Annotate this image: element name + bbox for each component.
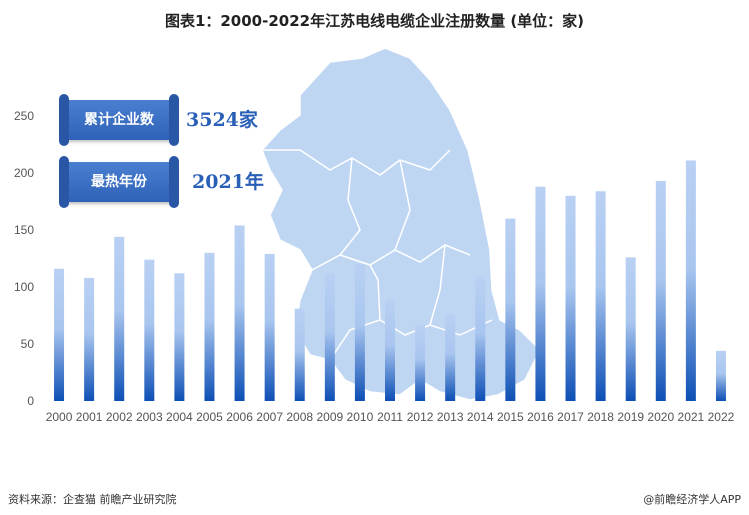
x-tick-label: 2002 bbox=[106, 410, 133, 424]
x-tick-label: 2015 bbox=[497, 410, 524, 424]
x-tick-label: 2012 bbox=[407, 410, 434, 424]
bar bbox=[415, 324, 426, 401]
stat-year-value: 2021年 bbox=[192, 171, 264, 193]
bar bbox=[385, 299, 395, 401]
y-axis: 0 50 100 150 200 250 bbox=[14, 109, 34, 408]
bar bbox=[505, 218, 516, 401]
stat-year-label: 最热年份 bbox=[91, 174, 147, 190]
y-tick-label: 100 bbox=[14, 280, 34, 294]
x-tick-label: 2009 bbox=[316, 410, 343, 424]
x-tick-label: 2013 bbox=[437, 410, 464, 424]
y-tick-label: 0 bbox=[27, 394, 34, 408]
x-tick-label: 2007 bbox=[256, 410, 283, 424]
bar bbox=[685, 160, 696, 401]
bar bbox=[84, 277, 95, 401]
bar bbox=[445, 314, 456, 401]
source-note: 资料来源：企查猫 前瞻产业研究院 bbox=[8, 493, 177, 506]
bar bbox=[655, 180, 666, 401]
x-tick-label: 2018 bbox=[587, 410, 614, 424]
chart-title: 图表1：2000-2022年江苏电线电缆企业注册数量 (单位：家) bbox=[164, 12, 585, 30]
y-tick-label: 150 bbox=[14, 223, 34, 237]
x-axis: 2000 2001 2002 2003 2004 2005 2006 2007 2008 2009… bbox=[46, 410, 735, 424]
bar bbox=[114, 236, 125, 401]
bar bbox=[625, 257, 636, 401]
bar bbox=[354, 264, 365, 401]
bar bbox=[144, 259, 155, 401]
y-tick-label: 250 bbox=[14, 109, 34, 123]
x-tick-label: 2006 bbox=[226, 410, 253, 424]
x-tick-label: 2020 bbox=[647, 410, 674, 424]
bar bbox=[565, 195, 576, 401]
x-tick-label: 2017 bbox=[557, 410, 584, 424]
x-tick-label: 2003 bbox=[136, 410, 163, 424]
brand-note: @前瞻经济学人APP bbox=[643, 493, 741, 506]
x-tick-label: 2021 bbox=[678, 410, 705, 424]
y-tick-label: 50 bbox=[21, 337, 35, 351]
bar bbox=[294, 308, 305, 401]
bar bbox=[324, 273, 335, 401]
x-tick-label: 2022 bbox=[708, 410, 735, 424]
x-tick-label: 2008 bbox=[286, 410, 313, 424]
bar bbox=[535, 186, 546, 401]
x-tick-label: 2010 bbox=[347, 410, 374, 424]
bar bbox=[234, 225, 245, 401]
label-plate bbox=[59, 94, 179, 146]
x-tick-label: 2000 bbox=[46, 410, 73, 424]
stat-total-label: 累计企业数 bbox=[84, 112, 154, 128]
x-tick-label: 2016 bbox=[527, 410, 554, 424]
x-tick-label: 2004 bbox=[166, 410, 193, 424]
stat-total-value: 3524家 bbox=[186, 109, 258, 131]
stat-total-companies: 累计企业数 3524家 bbox=[59, 94, 274, 146]
stat-hottest-year: 最热年份 2021年 bbox=[59, 156, 274, 208]
bar bbox=[54, 268, 65, 401]
y-tick-label: 200 bbox=[14, 166, 34, 180]
x-tick-label: 2001 bbox=[76, 410, 103, 424]
bar bbox=[174, 273, 185, 401]
bars bbox=[54, 160, 726, 401]
x-tick-label: 2014 bbox=[467, 410, 494, 424]
bar bbox=[595, 191, 606, 401]
x-tick-label: 2005 bbox=[196, 410, 223, 424]
bar bbox=[715, 350, 726, 401]
bar bbox=[264, 253, 275, 401]
bar bbox=[204, 252, 215, 401]
x-tick-label: 2019 bbox=[617, 410, 644, 424]
bar bbox=[475, 276, 486, 401]
x-tick-label: 2011 bbox=[377, 410, 403, 424]
label-plate bbox=[59, 156, 179, 208]
